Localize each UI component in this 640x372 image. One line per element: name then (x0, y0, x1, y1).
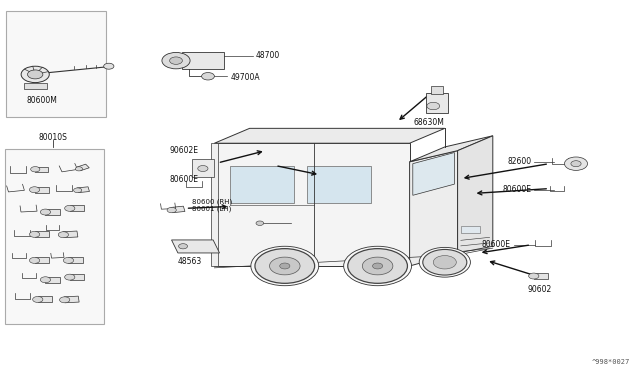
Circle shape (427, 102, 440, 110)
Circle shape (65, 274, 75, 280)
Polygon shape (45, 277, 60, 283)
FancyBboxPatch shape (5, 149, 104, 324)
Circle shape (256, 221, 264, 225)
Bar (182, 52, 224, 69)
Text: 80600E: 80600E (502, 185, 531, 194)
Polygon shape (35, 167, 48, 172)
Circle shape (76, 167, 83, 171)
Circle shape (29, 187, 40, 193)
Polygon shape (35, 231, 49, 237)
Circle shape (280, 263, 290, 269)
Polygon shape (413, 153, 454, 195)
FancyBboxPatch shape (6, 11, 106, 117)
Bar (211, 143, 218, 266)
Bar (461, 226, 480, 232)
Circle shape (74, 188, 82, 193)
Text: 80600E: 80600E (170, 175, 198, 184)
Bar (431, 86, 443, 94)
Text: 90602E: 90602E (170, 146, 198, 155)
Circle shape (362, 257, 393, 275)
Circle shape (198, 166, 208, 171)
Circle shape (162, 52, 190, 69)
Circle shape (372, 263, 383, 269)
Circle shape (31, 167, 40, 172)
Text: 80600M: 80600M (27, 96, 58, 105)
Text: 68630M: 68630M (413, 118, 444, 127)
Text: 80600E: 80600E (482, 240, 511, 249)
Circle shape (433, 256, 456, 269)
Circle shape (65, 205, 75, 211)
Circle shape (58, 232, 68, 238)
Circle shape (40, 277, 51, 283)
Bar (426, 93, 448, 113)
Polygon shape (68, 257, 83, 263)
Circle shape (29, 257, 40, 263)
Circle shape (40, 209, 51, 215)
Circle shape (269, 257, 300, 275)
Polygon shape (410, 151, 458, 266)
Circle shape (104, 63, 114, 69)
Text: 82600: 82600 (507, 157, 531, 166)
Circle shape (28, 70, 43, 79)
Polygon shape (45, 209, 60, 215)
Polygon shape (35, 187, 49, 193)
Polygon shape (214, 143, 410, 266)
Polygon shape (63, 231, 78, 238)
Circle shape (179, 244, 188, 249)
Polygon shape (64, 296, 79, 303)
Text: 48700: 48700 (256, 51, 280, 60)
Polygon shape (70, 205, 84, 211)
Circle shape (571, 161, 581, 167)
Bar (230, 166, 294, 203)
Polygon shape (38, 296, 52, 302)
Polygon shape (172, 240, 220, 253)
Polygon shape (77, 187, 90, 193)
Polygon shape (214, 128, 445, 143)
Circle shape (21, 66, 49, 83)
Circle shape (344, 246, 412, 286)
Circle shape (63, 257, 74, 263)
Circle shape (33, 296, 43, 302)
Bar (307, 166, 371, 203)
Circle shape (29, 231, 40, 237)
Circle shape (529, 273, 539, 279)
Bar (192, 159, 214, 177)
Text: 90602: 90602 (528, 285, 552, 294)
Circle shape (255, 248, 315, 283)
Polygon shape (70, 274, 84, 280)
Circle shape (60, 297, 70, 303)
Circle shape (170, 57, 182, 64)
Text: 48563: 48563 (178, 257, 202, 266)
FancyBboxPatch shape (24, 83, 47, 89)
Text: ^998*0027: ^998*0027 (592, 359, 630, 365)
Circle shape (419, 247, 470, 277)
Polygon shape (534, 273, 548, 279)
Circle shape (348, 248, 408, 283)
Text: 49700A: 49700A (230, 73, 260, 82)
Circle shape (167, 208, 176, 213)
Text: 80601 (LH): 80601 (LH) (192, 206, 232, 212)
Polygon shape (458, 136, 493, 253)
Circle shape (202, 73, 214, 80)
Circle shape (251, 246, 319, 286)
Text: 80010S: 80010S (38, 133, 68, 142)
Text: 80600 (RH): 80600 (RH) (192, 199, 232, 205)
Polygon shape (410, 136, 493, 162)
Polygon shape (35, 257, 49, 263)
Circle shape (564, 157, 588, 170)
Circle shape (423, 250, 467, 275)
Polygon shape (77, 164, 89, 171)
Polygon shape (171, 206, 185, 213)
